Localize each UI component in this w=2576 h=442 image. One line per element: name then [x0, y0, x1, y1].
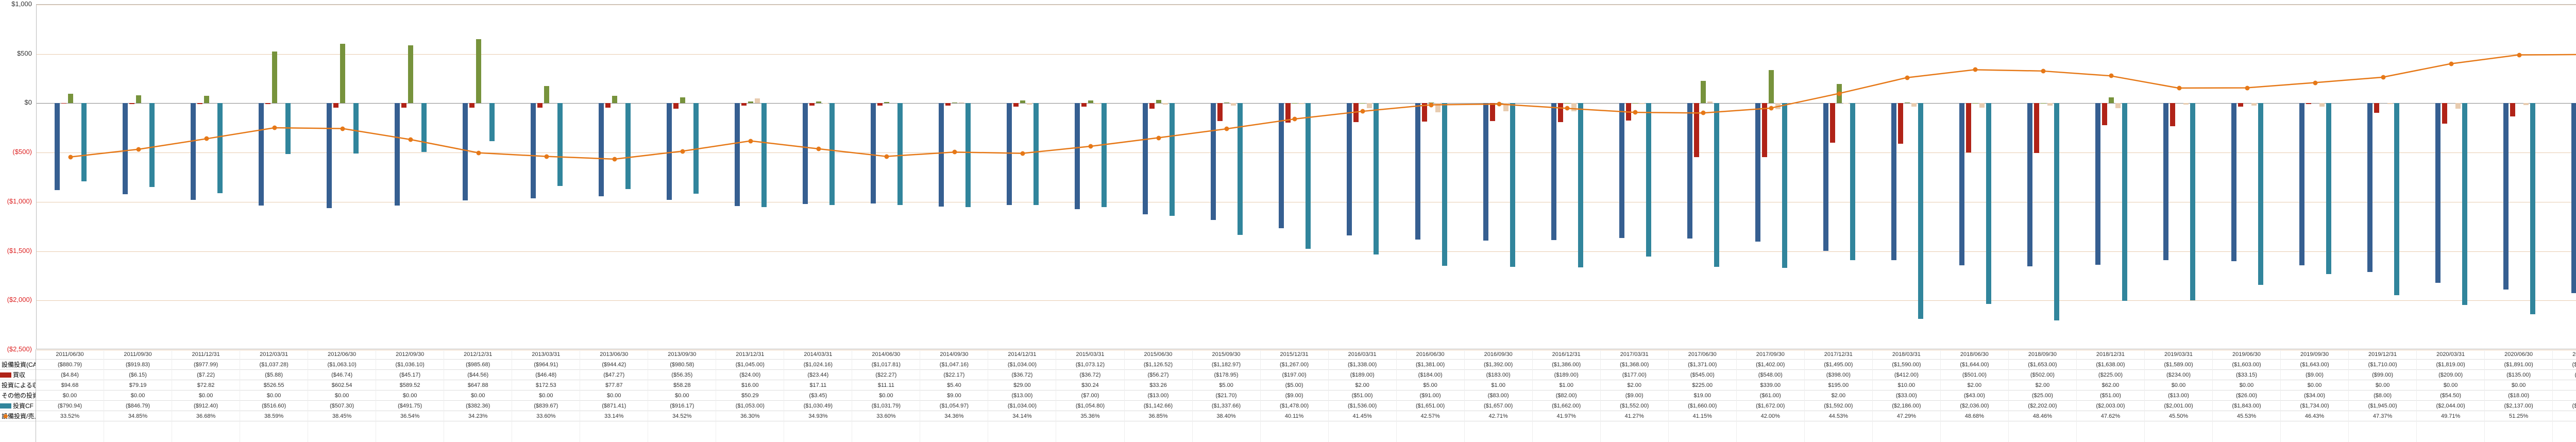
data-table: 設備投資(CAPEX)買収投資による収入/支出その他の投資活動投資CF設備投資/… [0, 349, 2576, 442]
ratio-marker [1565, 106, 1569, 111]
table-col: 2018/12/31($1,638.00)($225.00)$62.00($51… [2077, 349, 2145, 442]
table-col: 2014/12/31($1,034.00)($36.72)$29.00($13.… [988, 349, 1056, 442]
ratio-marker [749, 139, 753, 143]
table-col: 2011/09/30($919.83)($6.15)$79.19$0.00($8… [104, 349, 172, 442]
table-col: 2012/09/30($1,036.10)($45.17)$589.52$0.0… [376, 349, 444, 442]
table-col: 2013/06/30($944.42)($47.27)$77.87$0.00($… [580, 349, 648, 442]
table-col: 2017/12/31($1,495.00)($398.00)$195.00$2.… [1805, 349, 1873, 442]
ratio-marker [1429, 103, 1433, 107]
ratio-marker [2449, 61, 2453, 66]
table-col: 2014/06/30($1,017.81)($22.27)$11.11$0.00… [852, 349, 920, 442]
ratio-marker [1361, 109, 1365, 114]
ratio-marker [545, 154, 549, 159]
ratio-marker [1497, 102, 1501, 107]
ratio-marker [613, 157, 617, 161]
table-col: 2017/09/30($1,402.00)($548.00)$339.00($6… [1737, 349, 1805, 442]
ratio-marker [409, 137, 413, 142]
table-col: 2011/12/31($977.99)($7.22)$72.82$0.00($9… [172, 349, 240, 442]
table-col: 2014/09/30($1,047.16)($22.17)$5.40$9.00(… [920, 349, 988, 442]
table-col: 2015/12/31($1,267.00)($197.00)($5.00)($9… [1261, 349, 1329, 442]
table-col: 2020/06/30($1,891.00)($135.00)$0.00($18.… [2485, 349, 2553, 442]
chart-container: (単位：百万ドル) $1,000$500$0($500)($1,000)($1,… [0, 0, 2576, 442]
table-col: 2019/06/30($1,603.00)($33.15)$0.00($26.0… [2213, 349, 2281, 442]
table-col: 2012/03/31($1,037.28)($5.88)$526.55$0.00… [240, 349, 308, 442]
ratio-marker [1837, 91, 1841, 96]
ratio-marker [2041, 69, 2045, 73]
ratio-marker [2177, 86, 2181, 90]
table-col: 2016/03/31($1,338.00)($189.00)$2.00($51.… [1329, 349, 1397, 442]
row-headers: 設備投資(CAPEX)買収投資による収入/支出その他の投資活動投資CF設備投資/… [0, 349, 36, 442]
ratio-marker [1225, 127, 1229, 131]
table-col: 2019/03/31($1,589.00)($234.00)$0.00($13.… [2145, 349, 2213, 442]
table-col: 2016/06/30($1,381.00)($184.00)$5.00($91.… [1397, 349, 1465, 442]
ratio-marker [2245, 86, 2249, 90]
table-col: 2019/12/31($1,710.00)($99.00)$0.00($8.00… [2349, 349, 2417, 442]
legend-capex: 設備投資(CAPEX) [0, 360, 36, 370]
table-col: 2012/06/30($1,063.10)($46.74)$602.54$0.0… [308, 349, 376, 442]
table-col: 2015/09/30($1,182.97)($178.95)$5.00($21.… [1193, 349, 1261, 442]
ratio-marker [885, 154, 889, 159]
ratio-marker [1021, 151, 1025, 156]
table-col: 2017/03/31($1,368.00)($177.00)$2.00($9.0… [1601, 349, 1669, 442]
ratio-marker [2109, 74, 2113, 78]
plot-area [36, 4, 2576, 349]
ratio-marker [1973, 67, 1977, 72]
table-col: 2016/09/30($1,392.00)($183.00)$1.00($83.… [1465, 349, 1533, 442]
legend-ratio: 設備投資/売上高 [0, 411, 36, 421]
ratio-marker [1905, 75, 1909, 80]
ratio-marker [1293, 117, 1297, 122]
legend-acq: 買収 [0, 370, 36, 380]
ratio-marker [1157, 135, 1161, 140]
table-col: 2018/09/30($1,653.00)($502.00)$2.00($25.… [2009, 349, 2077, 442]
table-col: 2011/06/30($880.79)($4.84)$94.68$0.00($7… [36, 349, 104, 442]
table-col: 2013/03/31($964.91)($46.48)$172.53$0.00(… [512, 349, 580, 442]
ratio-marker [2313, 80, 2317, 85]
table-col: 2013/12/31($1,045.00)($24.00)$16.00$50.2… [716, 349, 784, 442]
table-col: 2015/03/31($1,073.12)($36.72)$30.24($7.0… [1056, 349, 1124, 442]
table-col: 2012/12/31($985.68)($44.56)$647.88$0.00(… [444, 349, 512, 442]
table-col: 2020/09/30($1,928.00)($117.00)$0.00($16.… [2553, 349, 2576, 442]
table-col: 2018/03/31($1,590.00)($412.00)$10.00($33… [1873, 349, 1941, 442]
table-col: 2015/06/30($1,126.52)($56.27)$33.26($13.… [1125, 349, 1193, 442]
table-col: 2018/06/30($1,644.00)($501.00)$2.00($43.… [1941, 349, 2009, 442]
ratio-marker [2381, 75, 2385, 80]
legend-invio: 投資による収入/支出 [0, 380, 36, 390]
table-col: 2020/03/31($1,819.00)($209.00)$0.00($54.… [2417, 349, 2485, 442]
ratio-marker [137, 147, 141, 151]
table-col: 2013/09/30($980.58)($56.35)$58.28$0.00($… [648, 349, 716, 442]
ratio-marker [477, 150, 481, 155]
table-col: 2017/06/30($1,371.00)($545.00)$225.00$19… [1669, 349, 1737, 442]
ratio-marker [2517, 53, 2521, 57]
ratio-marker [953, 150, 957, 155]
ratio-marker [1769, 106, 1773, 111]
table-col: 2019/09/30($1,643.00)($9.00)$0.00($34.00… [2281, 349, 2349, 442]
legend-other: その他の投資活動 [0, 390, 36, 401]
table-col: 2014/03/31($1,024.16)($23.44)$17.11($3.4… [784, 349, 852, 442]
ratio-marker [341, 126, 345, 131]
table-col: 2016/12/31($1,386.00)($189.00)$1.00($82.… [1533, 349, 1601, 442]
ratio-marker [1633, 110, 1637, 115]
ratio-marker [817, 146, 821, 151]
ratio-marker [205, 137, 209, 141]
ratio-marker [273, 126, 277, 130]
ratio-marker [1089, 144, 1093, 149]
ratio-marker [681, 149, 685, 154]
data-columns: 2011/06/30($880.79)($4.84)$94.68$0.00($7… [36, 349, 2576, 442]
ratio-line [37, 5, 2576, 350]
ratio-marker [69, 155, 73, 159]
ratio-marker [1701, 111, 1705, 115]
legend-invcf: 投資CF [0, 401, 36, 411]
